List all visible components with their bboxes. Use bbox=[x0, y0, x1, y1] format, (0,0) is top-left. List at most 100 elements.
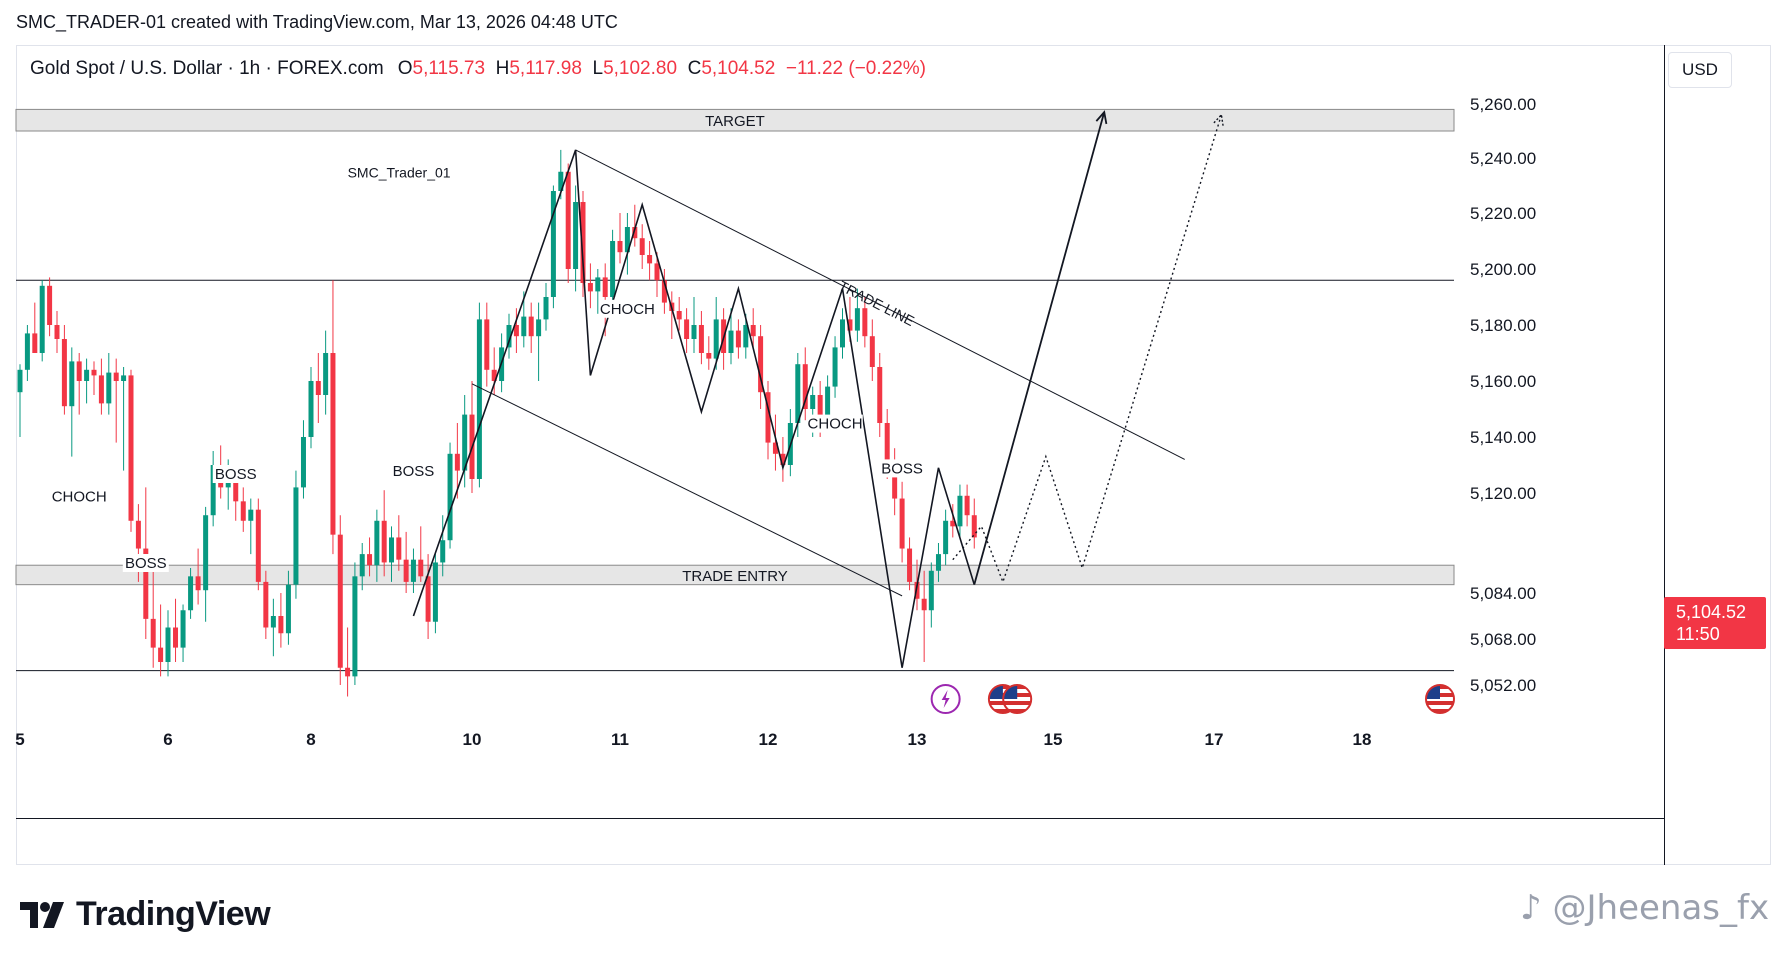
low-label: L bbox=[592, 58, 604, 79]
low-value: 5,102.80 bbox=[603, 58, 678, 79]
open-value: 5,115.73 bbox=[412, 58, 486, 79]
candle-body bbox=[706, 353, 712, 359]
candle-body bbox=[907, 548, 913, 582]
candle-body bbox=[780, 453, 786, 465]
chart-caption: SMC_TRADER-01 created with TradingView.c… bbox=[16, 12, 618, 32]
candle-body bbox=[928, 570, 934, 611]
candle-body bbox=[892, 465, 898, 499]
candle-body bbox=[359, 554, 365, 577]
candle-body bbox=[484, 319, 490, 370]
flag-stripe bbox=[1003, 705, 1032, 709]
candle-body bbox=[750, 325, 756, 337]
candle-body bbox=[536, 319, 542, 337]
candle-body bbox=[165, 627, 171, 662]
candle-body bbox=[676, 311, 682, 320]
price-tick-label: 5,220.00 bbox=[1470, 204, 1536, 223]
candle-body bbox=[943, 520, 949, 555]
time-tick-label: 12 bbox=[759, 730, 778, 749]
change-value: −11.22 (−0.22%) bbox=[785, 58, 926, 79]
candle-body bbox=[143, 548, 149, 619]
candle-body bbox=[921, 598, 927, 611]
candle-body bbox=[410, 559, 416, 582]
annotation-background bbox=[807, 414, 863, 433]
candle-body bbox=[188, 576, 194, 611]
candle-body bbox=[374, 520, 380, 566]
projection-arrowhead bbox=[1095, 110, 1108, 125]
candle-body bbox=[396, 537, 402, 560]
candle-body bbox=[403, 559, 409, 582]
candle-body bbox=[47, 285, 53, 325]
tradingview-logo[interactable]: TradingView bbox=[20, 895, 271, 934]
candle-body bbox=[128, 375, 134, 521]
candle-body bbox=[32, 333, 38, 353]
us-flag-icon[interactable] bbox=[1002, 684, 1033, 714]
candle-body bbox=[573, 202, 579, 269]
time-tick-label: 15 bbox=[1044, 730, 1063, 749]
candle-body bbox=[389, 537, 394, 563]
price-scale-border bbox=[1664, 45, 1665, 865]
candle-body bbox=[632, 227, 638, 239]
candle-body bbox=[624, 227, 630, 253]
last-price-value: 5,104.52 bbox=[1676, 602, 1747, 622]
candle-body bbox=[765, 392, 771, 443]
candle-body bbox=[854, 308, 860, 331]
high-label: H bbox=[495, 58, 510, 79]
ohlc-legend: Gold Spot / U.S. Dollar · 1h · FOREX.com… bbox=[30, 58, 926, 80]
chart-pane[interactable] bbox=[16, 45, 1771, 865]
candle-body bbox=[270, 616, 276, 628]
candle-body bbox=[899, 498, 905, 549]
structure-annotation: BOSS bbox=[881, 460, 923, 477]
candle-body bbox=[135, 520, 141, 549]
candle-body bbox=[847, 319, 853, 331]
us-flag-icon[interactable] bbox=[1425, 684, 1455, 714]
currency-button[interactable]: USD bbox=[1668, 52, 1732, 88]
candle-body bbox=[971, 515, 977, 538]
annotation-background bbox=[51, 487, 107, 506]
flag-stripe bbox=[988, 709, 1017, 713]
price-tick-label: 5,084.00 bbox=[1470, 584, 1536, 603]
candle-body bbox=[447, 453, 453, 541]
tradingview-logo-text: TradingView bbox=[76, 895, 271, 933]
candle-body bbox=[240, 501, 246, 521]
candle-body bbox=[454, 453, 460, 471]
candle-body bbox=[106, 372, 112, 404]
annotation-background bbox=[879, 459, 926, 478]
candle-body bbox=[558, 171, 564, 191]
candle-body bbox=[345, 667, 351, 677]
price-tick-label: 5,140.00 bbox=[1470, 428, 1536, 447]
time-tick-label: 6 bbox=[163, 730, 172, 749]
candle-body bbox=[950, 520, 956, 527]
candle-body bbox=[84, 369, 90, 381]
candle-body bbox=[639, 238, 645, 255]
candle-body bbox=[964, 495, 970, 516]
candle-body bbox=[210, 465, 216, 516]
candle-body bbox=[150, 618, 156, 648]
alt-projection-path bbox=[952, 114, 1223, 584]
zone-label: TARGET bbox=[705, 113, 765, 130]
zone-label: TRADE ENTRY bbox=[682, 568, 788, 585]
candle-body bbox=[565, 171, 571, 269]
candle-body bbox=[728, 330, 734, 353]
candle-body bbox=[203, 515, 209, 591]
candle-body bbox=[758, 336, 764, 393]
candle-body bbox=[61, 339, 67, 407]
price-tick-label: 5,180.00 bbox=[1470, 316, 1536, 335]
candle-body bbox=[617, 241, 623, 253]
candle-body bbox=[278, 616, 284, 634]
candle-body bbox=[285, 584, 291, 634]
candle-body bbox=[233, 473, 239, 502]
time-tick-label: 18 bbox=[1353, 730, 1372, 749]
economic-event-icon[interactable] bbox=[930, 684, 961, 714]
candle-body bbox=[76, 361, 82, 381]
symbol-title[interactable]: Gold Spot / U.S. Dollar · 1h · FOREX.com bbox=[30, 58, 384, 79]
candle-body bbox=[580, 202, 586, 283]
candle-body bbox=[39, 285, 45, 353]
candle-body bbox=[418, 559, 424, 577]
candle-body bbox=[772, 442, 778, 454]
candle-body bbox=[323, 353, 329, 395]
projection-arrow-line bbox=[973, 111, 1106, 585]
lightning-icon bbox=[941, 690, 950, 708]
annotation-background bbox=[212, 465, 259, 483]
candle-body bbox=[17, 369, 23, 393]
